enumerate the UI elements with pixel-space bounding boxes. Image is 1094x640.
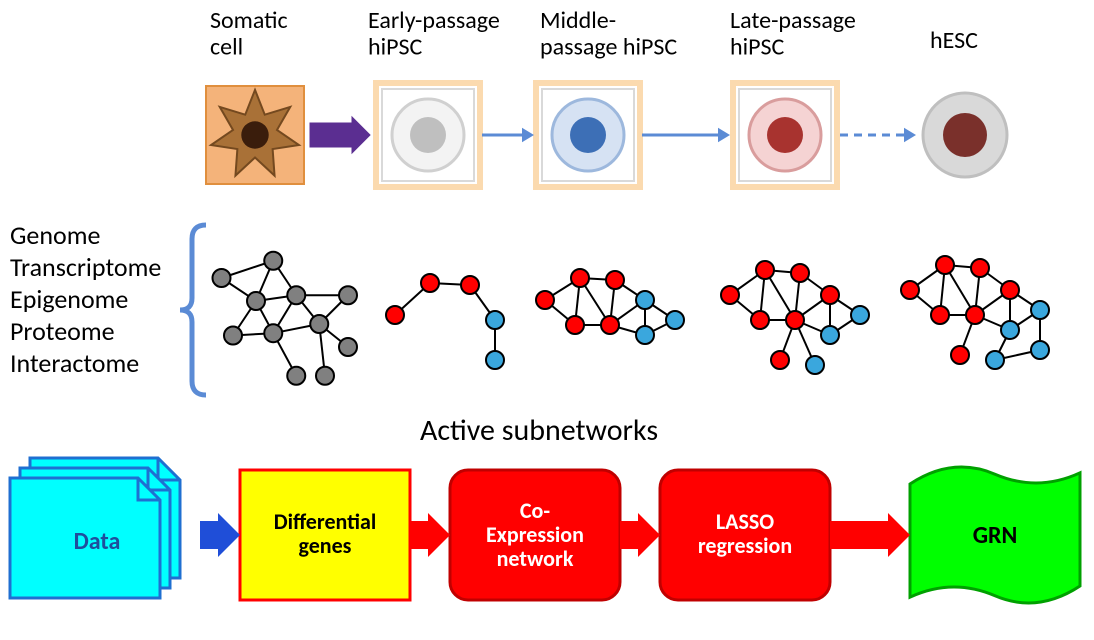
network-1-node-3 <box>486 311 504 329</box>
omics-label-3: Proteome <box>10 315 115 347</box>
network-0-node-6 <box>310 315 328 333</box>
cell-label-early: Early-passagehiPSC <box>368 6 500 61</box>
network-4-node-6 <box>1001 321 1019 339</box>
omics-label-1: Transcriptome <box>10 251 161 283</box>
network-0-node-1 <box>264 252 282 270</box>
pipeline-arrow-3 <box>830 513 910 557</box>
block-data-label: Data <box>74 527 121 556</box>
network-4-node-3 <box>931 306 949 324</box>
network-2-node-2 <box>606 271 624 289</box>
omics-label-2: Epigenome <box>10 283 128 315</box>
network-2-node-1 <box>571 269 589 287</box>
network-3-node-5 <box>821 286 839 304</box>
network-2 <box>536 269 684 344</box>
network-0-node-9 <box>287 367 305 385</box>
network-3-node-2 <box>791 264 809 282</box>
early-cell-nucleus <box>410 117 446 153</box>
network-0-node-5 <box>264 324 282 342</box>
network-2-node-4 <box>601 316 619 334</box>
network-0-node-0 <box>213 269 231 287</box>
somatic-cell-nucleus <box>241 121 268 148</box>
late-cell-nucleus <box>767 117 803 153</box>
network-2-node-3 <box>566 316 584 334</box>
network-0-node-8 <box>339 338 357 356</box>
network-4-node-8 <box>951 346 969 364</box>
network-0 <box>213 252 358 385</box>
arrow-reprogram <box>310 117 370 153</box>
pipeline-arrow-2 <box>620 513 660 557</box>
network-4-node-1 <box>936 256 954 274</box>
network-3-node-1 <box>756 261 774 279</box>
network-0-node-2 <box>247 292 265 310</box>
omics-label-4: Interactome <box>10 347 139 379</box>
cell-label-somatic: Somaticcell <box>210 6 288 61</box>
network-1-node-0 <box>386 306 404 324</box>
arrow-middle-late-head <box>718 128 730 142</box>
network-4 <box>901 256 1049 369</box>
network-0-node-3 <box>287 286 305 304</box>
subnetworks-title: Active subnetworks <box>420 412 658 449</box>
omics-label-0: Genome <box>10 219 100 251</box>
network-4-node-4 <box>966 306 984 324</box>
cell-label-middle: Middle-passage hiPSC <box>540 6 677 61</box>
network-1-node-4 <box>486 351 504 369</box>
network-0-node-4 <box>224 327 242 345</box>
network-2-node-0 <box>536 291 554 309</box>
network-2-node-6 <box>636 326 654 344</box>
pipeline-arrow-1 <box>410 513 450 557</box>
network-3-node-9 <box>806 356 824 374</box>
network-2-node-7 <box>666 311 684 329</box>
network-4-node-10 <box>1031 341 1049 359</box>
network-3-node-6 <box>821 326 839 344</box>
network-4-node-5 <box>1001 281 1019 299</box>
network-3-node-0 <box>721 286 739 304</box>
network-1-node-2 <box>461 276 479 294</box>
network-1-node-1 <box>421 274 439 292</box>
omics-brace <box>180 225 206 395</box>
block-grn-label: GRN <box>973 521 1018 550</box>
network-3-node-4 <box>786 311 804 329</box>
network-3-node-7 <box>851 306 869 324</box>
network-4-node-9 <box>986 351 1004 369</box>
middle-cell-nucleus <box>570 117 606 153</box>
cell-label-late: Late-passagehiPSC <box>730 6 856 61</box>
network-3-node-3 <box>751 311 769 329</box>
arrow-late-hesc-head <box>904 128 916 142</box>
cell-label-hesc: hESC <box>930 26 978 55</box>
network-3 <box>721 261 869 374</box>
arrow-early-middle-head <box>522 128 534 142</box>
hesc-cell-nucleus <box>943 113 987 157</box>
network-1 <box>386 274 504 369</box>
network-4-node-2 <box>971 259 989 277</box>
pipeline-arrow-0 <box>200 513 240 557</box>
network-0-node-7 <box>339 286 357 304</box>
network-4-node-0 <box>901 281 919 299</box>
network-2-node-5 <box>636 291 654 309</box>
network-0-node-10 <box>316 367 334 385</box>
network-4-node-7 <box>1031 301 1049 319</box>
network-3-node-8 <box>771 351 789 369</box>
